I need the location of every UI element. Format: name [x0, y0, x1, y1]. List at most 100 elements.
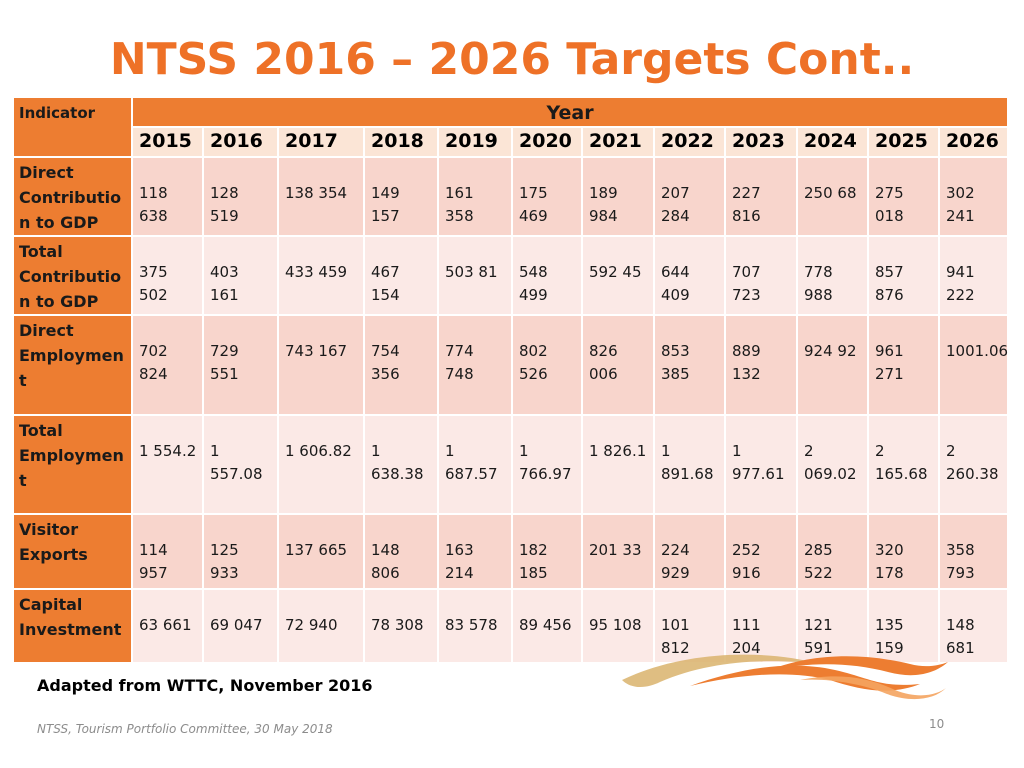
indicator-header: Indicator	[12, 96, 133, 158]
table-cell: 320 178	[867, 513, 940, 590]
table-cell: 250 68	[796, 156, 869, 237]
table-cell: 302 241	[937, 156, 1010, 237]
table-cell: 285 522	[796, 513, 869, 590]
table-cell: 644 409	[653, 235, 726, 316]
year-cell: 2019	[437, 126, 513, 158]
table-cell: 83 578	[437, 588, 513, 664]
year-cell: 2020	[511, 126, 583, 158]
table-cell: 802 526	[511, 314, 583, 416]
table-cell: 163 214	[437, 513, 513, 590]
table-cell: 1 554.2	[131, 414, 204, 515]
table-row: Capital Investment 63 661 69 047 72 940 78 3…	[12, 588, 1010, 664]
row-label: Total Employmen t	[12, 414, 133, 515]
year-cell: 2015	[131, 126, 204, 158]
table-cell: 889 132	[724, 314, 798, 416]
year-cell: 2025	[867, 126, 940, 158]
table-cell: 702 824	[131, 314, 204, 416]
table-cell: 1 557.08	[202, 414, 279, 515]
table-cell: 375 502	[131, 235, 204, 316]
row-label: Total Contributio n to GDP	[12, 235, 133, 316]
table-cell: 2 069.02	[796, 414, 869, 515]
table-row: Visitor Exports 114 957 125 933 137 665 148 …	[12, 513, 1010, 590]
table-cell: 2 260.38	[937, 414, 1010, 515]
year-cell: 2021	[581, 126, 655, 158]
ntss-swoosh-logo	[622, 654, 948, 700]
table-cell: 1001.06	[937, 314, 1010, 416]
table-cell: 128 519	[202, 156, 279, 237]
year-header: Year	[130, 96, 1010, 128]
table-cell: 275 018	[867, 156, 940, 237]
table-cell: 135 159	[867, 588, 940, 664]
table-cell: 1 977.61	[724, 414, 798, 515]
table-row: Direct Contributio n to GDP 118 638 128 51…	[12, 156, 1010, 237]
table-row: Total Contributio n to GDP 375 502 403 161…	[12, 235, 1010, 316]
table-cell: 853 385	[653, 314, 726, 416]
slide-title: NTSS 2016 – 2026 Targets Cont..	[109, 34, 915, 85]
year-cell: 2016	[202, 126, 279, 158]
year-cell: 2026	[937, 126, 1010, 158]
table-cell: 1 638.38	[363, 414, 439, 515]
table-cell: 941 222	[937, 235, 1010, 316]
row-label: Capital Investment	[12, 588, 133, 664]
table-cell: 148 681	[937, 588, 1010, 664]
years-row: 2015 2016 2017 2018 2019 2020 2021 2022 2023 2024…	[13, 126, 1010, 158]
table-cell: 1 687.57	[437, 414, 513, 515]
table-cell: 63 661	[131, 588, 204, 664]
table-cell: 774 748	[437, 314, 513, 416]
table-cell: 403 161	[202, 235, 279, 316]
table-cell: 207 284	[653, 156, 726, 237]
table-cell: 118 638	[131, 156, 204, 237]
table-cell: 89 456	[511, 588, 583, 664]
year-cell: 2023	[724, 126, 798, 158]
table-cell: 2 165.68	[867, 414, 940, 515]
table-row: Direct Employmen t 702 824 729 551 743 167 7…	[12, 314, 1010, 416]
table-cell: 72 940	[277, 588, 365, 664]
targets-table: Indicator Year 2015 2016 2017 2018 2019 2020 2…	[12, 96, 1010, 664]
table-cell: 1 891.68	[653, 414, 726, 515]
table-cell: 503 81	[437, 235, 513, 316]
row-label: Visitor Exports	[12, 513, 133, 590]
page-number: 10	[929, 717, 945, 731]
table-cell: 121 591	[796, 588, 869, 664]
table-cell: 729 551	[202, 314, 279, 416]
table-cell: 857 876	[867, 235, 940, 316]
table-cell: 189 984	[581, 156, 655, 237]
year-cell: 2018	[363, 126, 439, 158]
year-cell: 2022	[653, 126, 726, 158]
table-cell: 149 157	[363, 156, 439, 237]
table-cell: 252 916	[724, 513, 798, 590]
table-cell: 778 988	[796, 235, 869, 316]
source-note: Adapted from WTTC, November 2016	[37, 676, 373, 695]
table-cell: 182 185	[511, 513, 583, 590]
table-cell: 101 812	[653, 588, 726, 664]
table-cell: 69 047	[202, 588, 279, 664]
table-cell: 707 723	[724, 235, 798, 316]
table-cell: 592 45	[581, 235, 655, 316]
table-cell: 358 793	[937, 513, 1010, 590]
table-cell: 467 154	[363, 235, 439, 316]
table-cell: 1 606.82	[277, 414, 365, 515]
table-cell: 161 358	[437, 156, 513, 237]
year-cell: 2017	[277, 126, 365, 158]
table-cell: 548 499	[511, 235, 583, 316]
table-cell: 826 006	[581, 314, 655, 416]
table-cell: 125 933	[202, 513, 279, 590]
table-cell: 961 271	[867, 314, 940, 416]
table-cell: 137 665	[277, 513, 365, 590]
table-cell: 1 766.97	[511, 414, 583, 515]
table-cell: 148 806	[363, 513, 439, 590]
year-cell: 2024	[796, 126, 869, 158]
table-cell: 175 469	[511, 156, 583, 237]
table-cell: 138 354	[277, 156, 365, 237]
table-cell: 224 929	[653, 513, 726, 590]
table-cell: 754 356	[363, 314, 439, 416]
table-cell: 743 167	[277, 314, 365, 416]
footer-text: NTSS, Tourism Portfolio Committee, 30 Ma…	[37, 722, 333, 736]
table-cell: 111 204	[724, 588, 798, 664]
table-cell: 924 92	[796, 314, 869, 416]
table-cell: 95 108	[581, 588, 655, 664]
row-label: Direct Contributio n to GDP	[12, 156, 133, 237]
table-cell: 1 826.1	[581, 414, 655, 515]
table-cell: 114 957	[131, 513, 204, 590]
table-cell: 78 308	[363, 588, 439, 664]
